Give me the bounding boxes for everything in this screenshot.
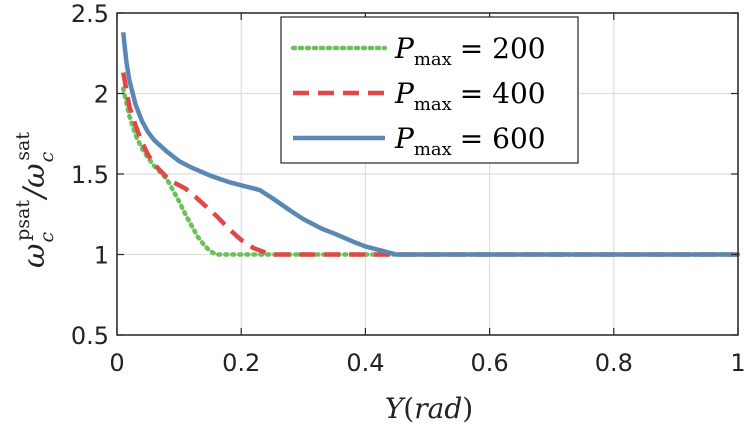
svg-text:ωcpsat/ωcsat: ωcpsat/ωcsat	[12, 132, 58, 268]
x-tick-label: 0.2	[222, 349, 260, 377]
series-line-2	[120, 32, 738, 257]
y-axis-label: ωcpsat/ωcsat	[12, 132, 58, 268]
legend-var: P	[394, 122, 415, 155]
x-tick-label: 0.8	[595, 349, 633, 377]
legend-sub: max	[414, 49, 452, 70]
legend-var: P	[394, 32, 415, 65]
legend-sub: max	[414, 139, 452, 160]
legend-entry-2: Pmax = 600	[394, 122, 546, 160]
series-layer	[120, 32, 741, 257]
y-tick-label: 2.5	[71, 0, 109, 28]
x-tick-label: 0.6	[471, 349, 509, 377]
svg-text:Y(rad): Y(rad)	[385, 392, 473, 425]
x-tick-label: 0.4	[346, 349, 384, 377]
legend-value: = 400	[460, 77, 546, 110]
x-axis-label: Y(rad)	[385, 392, 473, 425]
legend-var: P	[394, 77, 415, 110]
y-tick-label: 2	[94, 81, 109, 109]
ticks: 0 0.2 0.4 0.6 0.8 1 0.5 1 1.5 2 2.5	[71, 0, 746, 377]
y-tick-label: 1	[94, 242, 109, 270]
legend: Pmax = 200 Pmax = 400 Pmax = 600	[280, 16, 579, 164]
series-line-1	[120, 72, 738, 257]
x-tick-label: 0	[109, 349, 124, 377]
x-tick-label: 1	[730, 349, 745, 377]
legend-value: = 200	[460, 32, 546, 65]
legend-entry-1: Pmax = 400	[394, 77, 546, 115]
legend-sub: max	[414, 94, 452, 115]
y-tick-label: 0.5	[71, 322, 109, 350]
y-tick-label: 1.5	[71, 161, 109, 189]
legend-value: = 600	[460, 122, 546, 155]
legend-entry-0: Pmax = 200	[394, 32, 546, 70]
